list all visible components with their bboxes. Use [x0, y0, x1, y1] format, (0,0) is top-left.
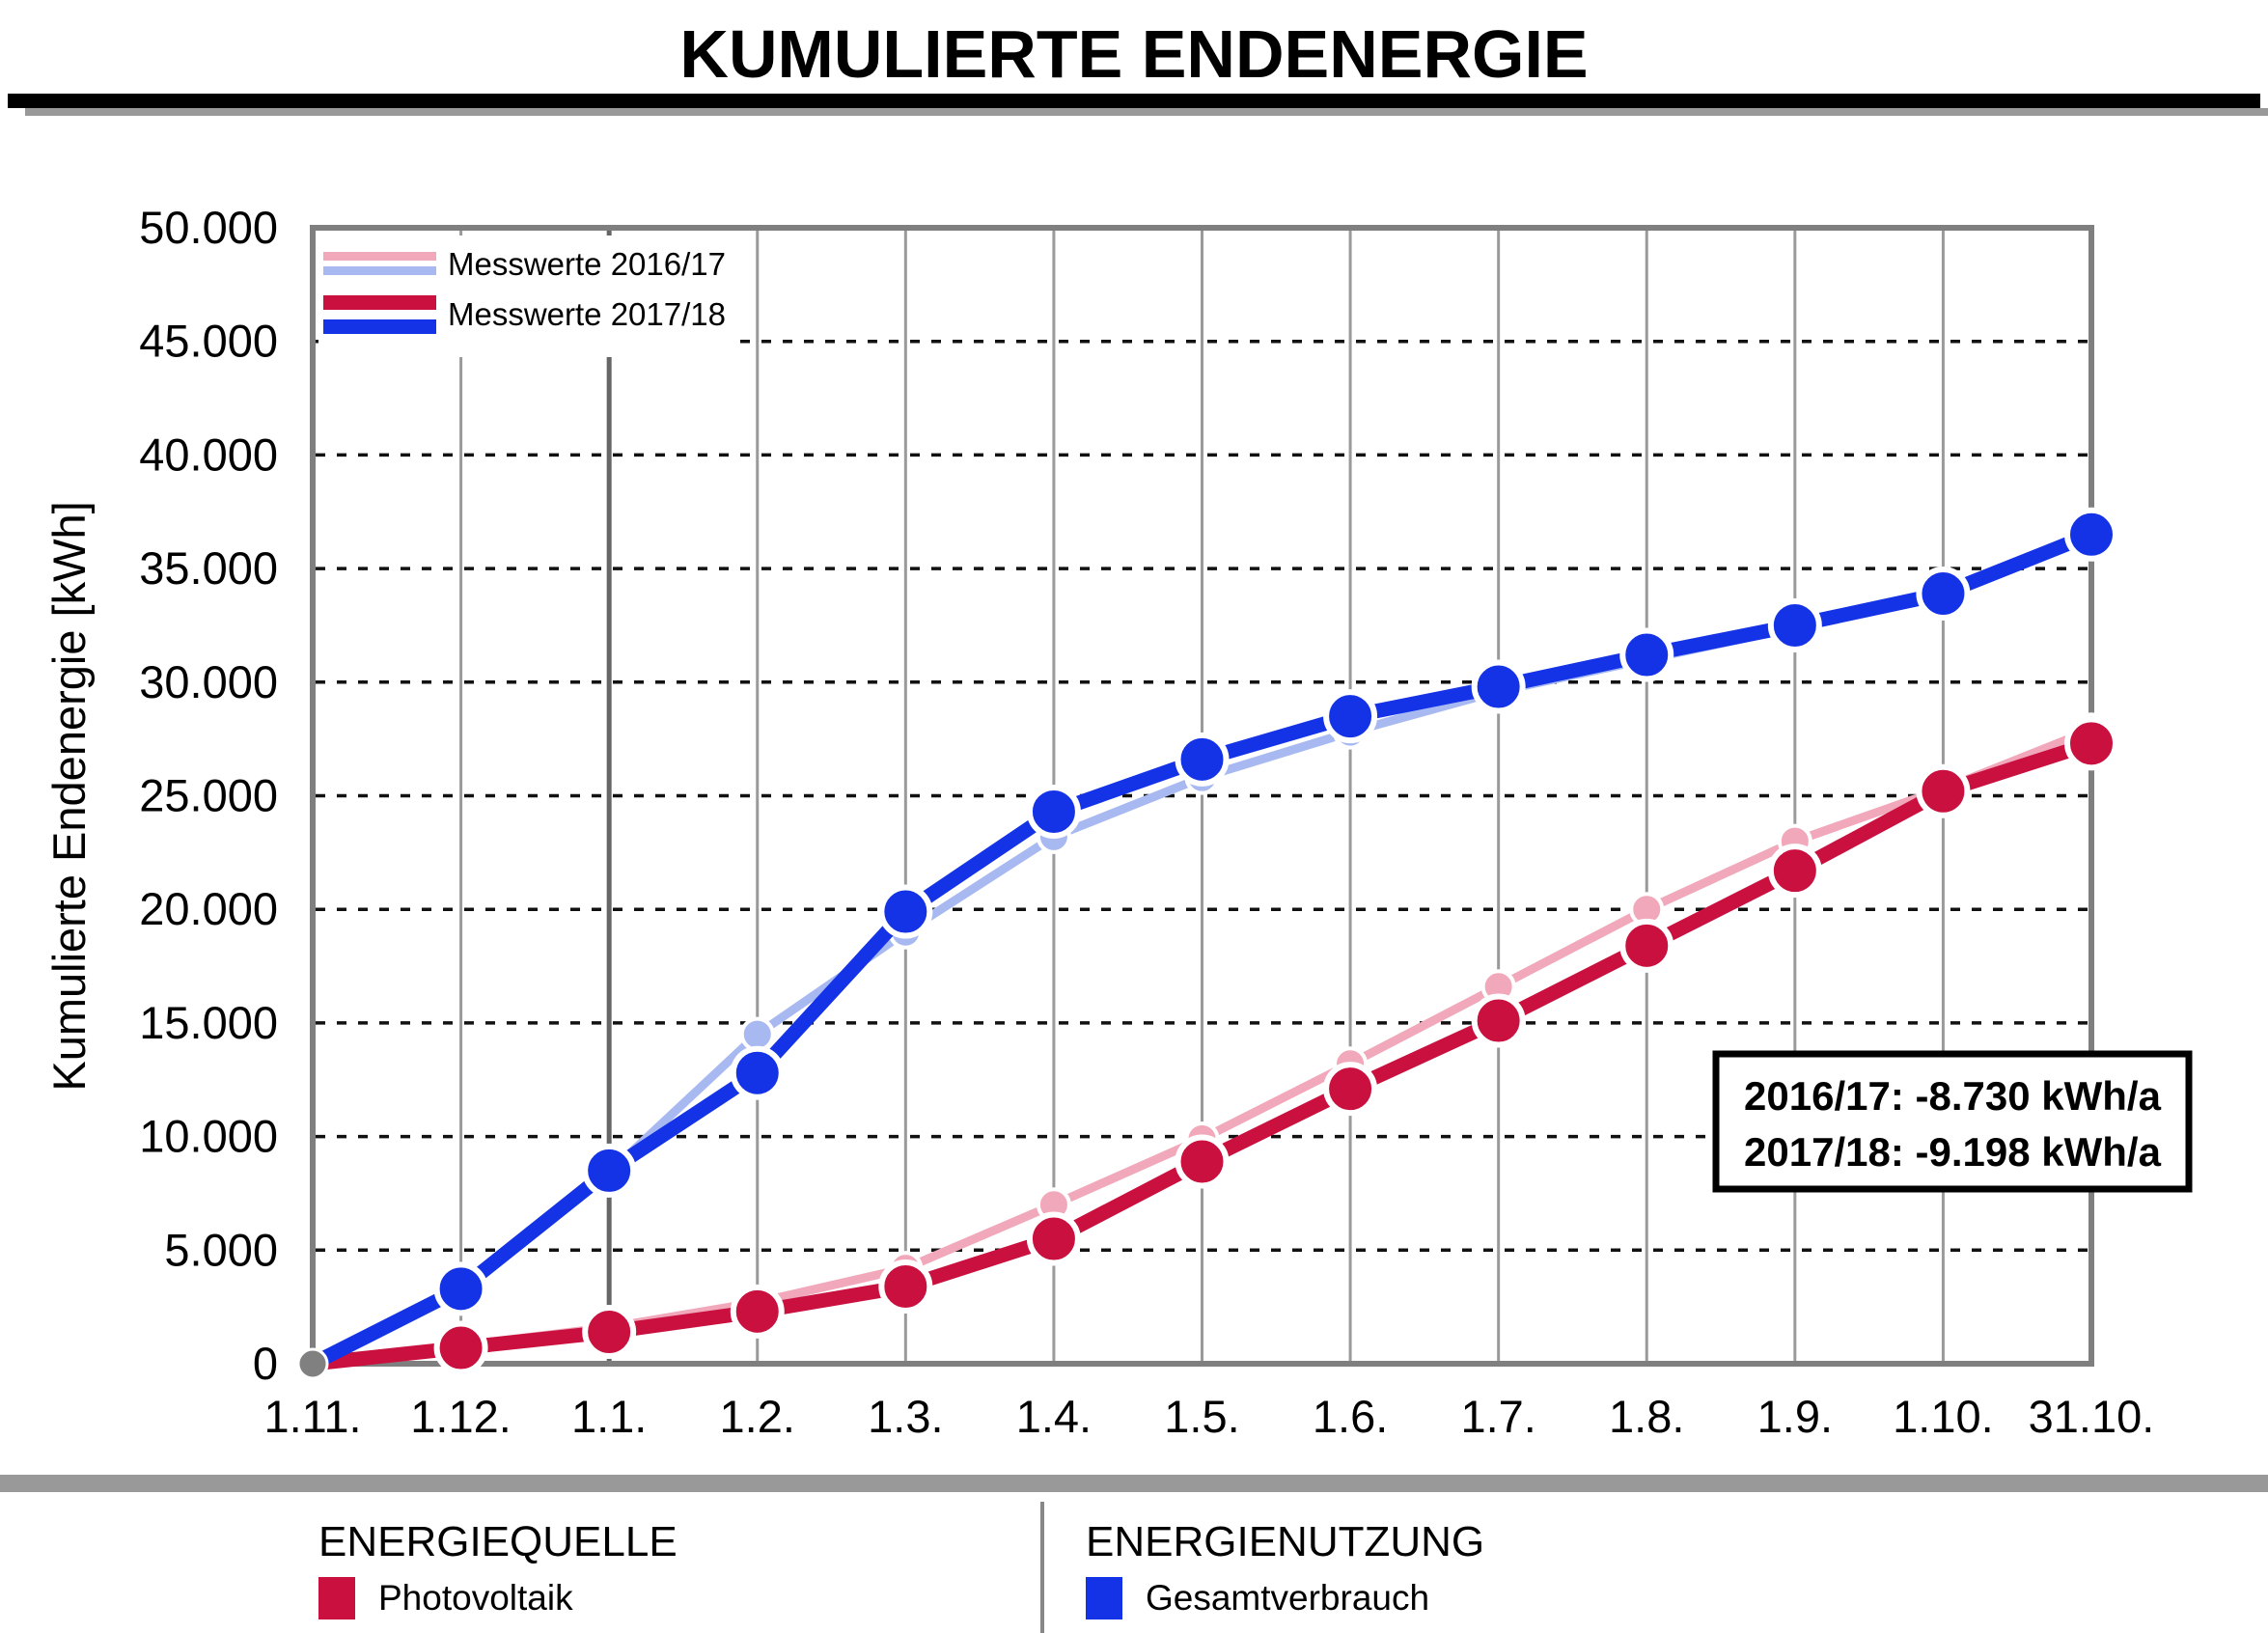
- y-tick-label-15.000: 15.000: [139, 997, 278, 1048]
- y-tick-label-35.000: 35.000: [139, 542, 278, 594]
- data-point: [878, 1259, 933, 1314]
- y-tick-label-40.000: 40.000: [139, 429, 278, 480]
- x-tick-label-1-5-: 1.5.: [1164, 1391, 1239, 1442]
- x-axis-tick-labels: 1.11. 1.12. 1.1. 1.2. 1.3. 1.4. 1.5. 1.6. 1.7. 1.…: [263, 1391, 2154, 1442]
- series-messwerte-2017-18-photovoltaik: [305, 716, 2118, 1375]
- origin-data-point: [296, 1347, 329, 1380]
- x-tick-label-1-7-: 1.7.: [1460, 1391, 1535, 1442]
- series-messwerte-2017-18-gesamtverbrauch: [305, 507, 2118, 1371]
- data-point: [433, 1320, 488, 1375]
- footer: ENERGIEQUELLE Photovoltaik ENERGIENUTZUN…: [0, 1475, 2268, 1633]
- footer-source-item: Photovoltaik: [378, 1578, 573, 1618]
- data-point: [1175, 732, 1230, 787]
- data-point: [1619, 918, 1674, 973]
- x-tick-label-31-10-: 31.10.: [2029, 1391, 2155, 1442]
- data-point: [1767, 597, 1822, 652]
- data-point: [730, 1045, 785, 1100]
- legend-swatch-pv-2016-17: [323, 252, 436, 261]
- data-point: [730, 1284, 785, 1339]
- data-point: [2064, 716, 2118, 771]
- legend-label-2016-17: Messwerte 2016/17: [448, 246, 726, 282]
- x-tick-label-1-8-: 1.8.: [1609, 1391, 1684, 1442]
- data-point: [1619, 627, 1674, 682]
- legend-label-2017-18: Messwerte 2017/18: [448, 296, 726, 332]
- data-point: [1026, 784, 1081, 839]
- footer-usage-item: Gesamtverbrauch: [1146, 1578, 1429, 1618]
- annotation-line-2016-17: 2016/17: -8.730 kWh/a: [1744, 1073, 2162, 1119]
- footer-source-swatch: [318, 1577, 355, 1619]
- annotation-line-2017-18: 2017/18: -9.198 kWh/a: [1744, 1129, 2162, 1175]
- data-point: [1916, 763, 1971, 818]
- data-point: [1175, 1134, 1230, 1189]
- title-underline-bar: [8, 94, 2260, 108]
- y-tick-label-30.000: 30.000: [139, 656, 278, 707]
- title-underline-shadow: [25, 108, 2268, 116]
- data-point: [1471, 993, 1526, 1048]
- data-point: [1323, 689, 1378, 744]
- data-point: [1323, 1062, 1378, 1117]
- data-point: [1767, 844, 1822, 899]
- y-axis-tick-labels: 0 5.000 10.000 15.000 20.000 25.000 30.000 35.0…: [139, 202, 278, 1389]
- data-point: [582, 1143, 637, 1198]
- legend-swatch-gv-2016-17: [323, 266, 436, 275]
- y-axis-title: Kumulierte Endenergie [kWh]: [43, 501, 95, 1091]
- data-point: [1916, 566, 1971, 621]
- data-point: [433, 1261, 488, 1316]
- x-tick-label-1-1-: 1.1.: [571, 1391, 647, 1442]
- y-tick-label-10.000: 10.000: [139, 1111, 278, 1162]
- series-lines: [305, 507, 2118, 1375]
- y-tick-label-0: 0: [253, 1338, 278, 1389]
- annotation-border: [1712, 1050, 2193, 1193]
- data-point: [2064, 507, 2118, 562]
- data-point: [878, 884, 933, 939]
- x-tick-label-1-12-: 1.12.: [410, 1391, 512, 1442]
- data-point: [1026, 1211, 1081, 1266]
- y-tick-label-5.000: 5.000: [164, 1224, 278, 1275]
- x-tick-label-1-4-: 1.4.: [1016, 1391, 1092, 1442]
- origin-dot: [296, 1347, 329, 1380]
- x-tick-label-1-2-: 1.2.: [720, 1391, 795, 1442]
- y-tick-label-50.000: 50.000: [139, 202, 278, 253]
- x-tick-label-1-3-: 1.3.: [868, 1391, 943, 1442]
- data-point: [739, 1016, 775, 1052]
- footer-usage-swatch: [1086, 1577, 1122, 1619]
- footer-separator-bar: [0, 1475, 2268, 1492]
- y-tick-label-45.000: 45.000: [139, 316, 278, 367]
- footer-source-header: ENERGIEQUELLE: [318, 1518, 678, 1565]
- y-tick-label-20.000: 20.000: [139, 883, 278, 934]
- plot-frame: [310, 225, 2094, 1367]
- data-point: [582, 1305, 637, 1360]
- annotation-box: 2016/17: -8.730 kWh/a 2017/18: -9.198 kW…: [1712, 1050, 2193, 1193]
- legend-swatch-gv-2017-18: [323, 319, 436, 334]
- x-tick-label-1-6-: 1.6.: [1313, 1391, 1388, 1442]
- x-tick-label-1-9-: 1.9.: [1757, 1391, 1833, 1442]
- footer-usage-header: ENERGIENUTZUNG: [1086, 1518, 1484, 1565]
- legend-swatch-pv-2017-18: [323, 295, 436, 310]
- series-messwerte-2016-17-photovoltaik: [308, 712, 2109, 1369]
- legend: Messwerte 2016/17 Messwerte 2017/18: [318, 235, 732, 357]
- page-title: KUMULIERTE ENDENERGIE: [679, 16, 1588, 92]
- x-tick-label-1-11-: 1.11.: [263, 1391, 361, 1442]
- data-point: [1471, 659, 1526, 714]
- series-messwerte-2016-17-gesamtverbrauch: [308, 512, 2109, 1369]
- x-tick-label-1-10-: 1.10.: [1893, 1391, 1994, 1442]
- y-tick-label-25.000: 25.000: [139, 770, 278, 821]
